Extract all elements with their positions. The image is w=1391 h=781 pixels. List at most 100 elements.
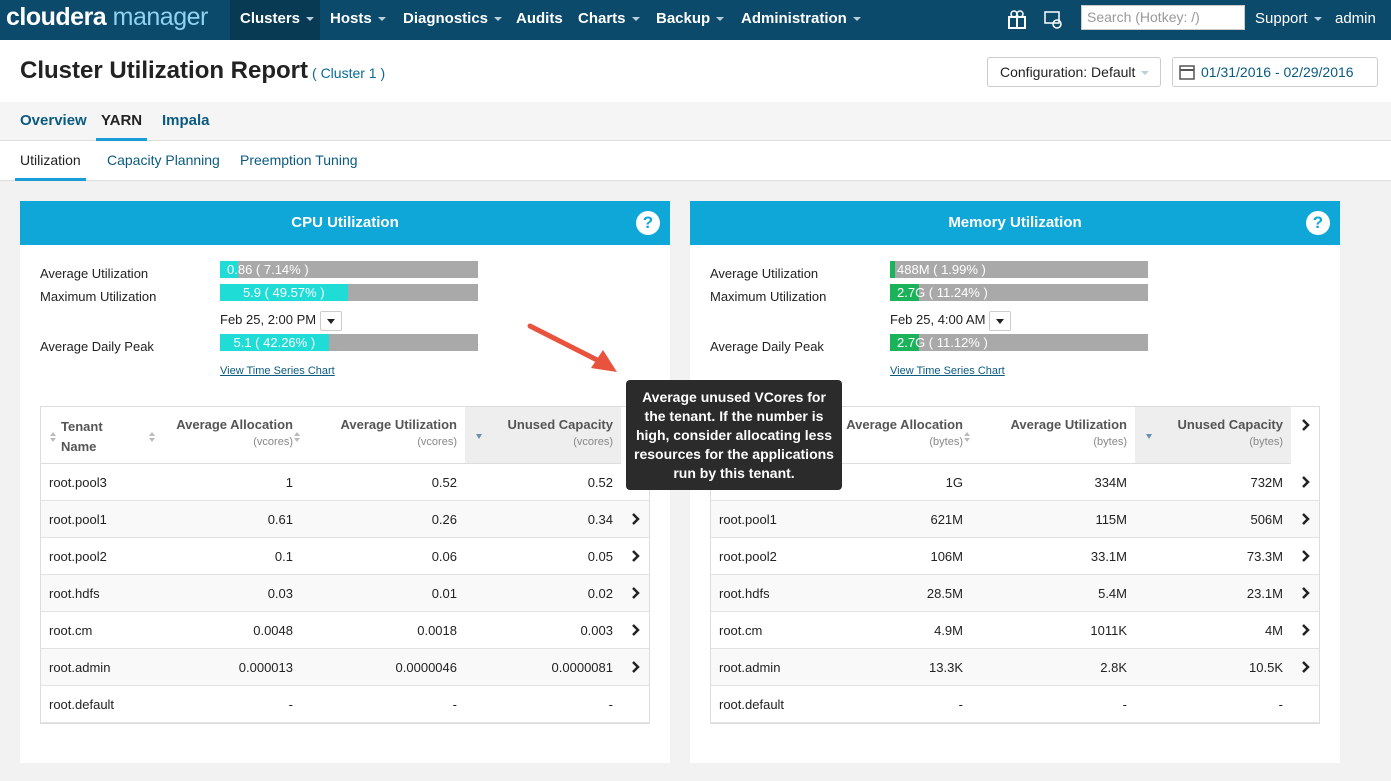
column-unit: (bytes) <box>1093 436 1127 448</box>
cluster-link[interactable]: ( Cluster 1 ) <box>312 65 386 81</box>
table-row: root.default - - - <box>41 686 649 723</box>
table-cell: 0.003 <box>580 623 613 638</box>
metric-bar: 2.7G ( 11.12% ) <box>890 334 1148 351</box>
sort-icon[interactable] <box>49 431 57 443</box>
table-row: root.pool2 0.1 0.06 0.05 <box>41 538 649 575</box>
sort-icon[interactable] <box>293 431 301 443</box>
page-title-wrap: Cluster Utilization Report( Cluster 1 ) <box>20 57 385 85</box>
row-chevron[interactable] <box>631 513 641 525</box>
row-chevron[interactable] <box>631 624 641 636</box>
table-cell: 23.1M <box>1246 586 1283 601</box>
peak-dropdown[interactable] <box>989 310 1012 331</box>
support-menu[interactable]: Support <box>1245 0 1332 40</box>
row-chevron[interactable] <box>1301 419 1311 431</box>
user-menu[interactable]: admin <box>1325 0 1391 40</box>
page-header: Cluster Utilization Report( Cluster 1 ) … <box>0 40 1391 102</box>
metric-bar-label: 2.7G ( 11.24% ) <box>897 285 988 300</box>
sort-icon[interactable] <box>1145 431 1153 443</box>
peak-time: Feb 25, 2:00 PM <box>220 310 343 331</box>
nav-item[interactable]: Clusters <box>230 0 324 40</box>
table-cell: 4M <box>1264 623 1283 638</box>
nav-item[interactable]: Diagnostics <box>393 0 512 40</box>
table-cell: 0.05 <box>587 549 613 564</box>
row-chevron[interactable] <box>631 587 641 599</box>
time-series-link[interactable]: View Time Series Chart <box>220 365 335 377</box>
metric-label: Maximum Utilization <box>40 289 157 304</box>
row-chevron[interactable] <box>1301 476 1311 488</box>
row-chevron[interactable] <box>1301 661 1311 673</box>
top-nav: cloudera manager Search (Hotkey: /) Supp… <box>0 0 1391 40</box>
row-chevron[interactable] <box>1301 550 1311 562</box>
column-unit: (vcores) <box>253 436 293 448</box>
table-row: root.cm 4.9M 1011K 4M <box>711 612 1319 649</box>
search-box[interactable]: Search (Hotkey: /) <box>1081 5 1245 30</box>
metric-bar: 5.1 ( 42.26% ) <box>220 334 478 351</box>
table-cell: 0.000013 <box>238 660 293 675</box>
column-header[interactable]: Unused Capacity (bytes) <box>1135 407 1291 464</box>
date-range[interactable]: 01/31/2016 - 02/29/2016 <box>1172 57 1378 87</box>
brand-product[interactable]: manager <box>112 3 209 31</box>
nav-item[interactable]: Backup <box>646 0 734 40</box>
metric-bar: 5.9 ( 49.57% ) <box>220 284 478 301</box>
nav-item[interactable]: Charts <box>568 0 650 40</box>
row-chevron[interactable] <box>631 550 641 562</box>
tasks-icon[interactable] <box>1043 10 1063 30</box>
column-header[interactable]: Tenant Name <box>41 407 156 464</box>
brand-name[interactable]: cloudera <box>6 3 107 31</box>
row-chevron[interactable] <box>1301 624 1311 636</box>
table-cell: 115M <box>1095 512 1127 527</box>
column-header[interactable]: Average Allocation (vcores) <box>156 407 301 464</box>
config-dropdown[interactable]: Configuration: Default <box>987 57 1161 87</box>
column-header[interactable]: Unused Capacity (vcores) <box>465 407 621 464</box>
row-chevron[interactable] <box>1301 587 1311 599</box>
column-header[interactable]: Average Utilization (vcores) <box>301 407 465 464</box>
table-row: root.pool3 1 0.52 0.52 <box>41 464 649 501</box>
table-row: root.cm 0.0048 0.0018 0.003 <box>41 612 649 649</box>
table-cell: - <box>1122 697 1127 712</box>
subtab[interactable]: Capacity Planning <box>107 152 220 168</box>
table-cell: root.hdfs <box>719 586 770 601</box>
brand[interactable]: cloudera manager <box>6 3 208 32</box>
metric-bar-label: 5.9 ( 49.57% ) <box>242 285 325 300</box>
sort-icon[interactable] <box>963 431 971 443</box>
table-cell: 0.0000046 <box>395 660 457 675</box>
subtab[interactable]: Preemption Tuning <box>240 152 358 168</box>
table-row: root.hdfs 28.5M 5.4M 23.1M <box>711 575 1319 612</box>
panel-title: Memory Utilization <box>948 214 1082 231</box>
table-cell: 33.1M <box>1090 549 1127 564</box>
column-name: Unused Capacity <box>1177 417 1283 432</box>
sort-icon[interactable] <box>475 431 483 443</box>
column-header[interactable]: Average Utilization (bytes) <box>971 407 1135 464</box>
table-cell: 0.1 <box>274 549 293 564</box>
tab[interactable]: Overview <box>20 112 87 129</box>
metric-bar-fill <box>890 261 896 278</box>
table-row: root.hdfs 0.03 0.01 0.02 <box>41 575 649 612</box>
help-icon[interactable]: ? <box>1306 211 1330 235</box>
help-icon[interactable]: ? <box>636 211 660 235</box>
panel-header: Memory Utilization? <box>690 201 1340 245</box>
table-cell: - <box>1278 697 1283 712</box>
nav-item[interactable]: Audits <box>516 10 563 27</box>
table-cell: root.pool1 <box>719 512 777 527</box>
nav-item[interactable]: Hosts <box>320 0 396 40</box>
row-chevron[interactable] <box>631 661 641 673</box>
tab[interactable]: YARN <box>96 102 148 141</box>
peak-dropdown[interactable] <box>320 310 343 331</box>
panel-title: CPU Utilization <box>291 214 399 231</box>
table-cell: 0.0018 <box>417 623 457 638</box>
gift-icon[interactable] <box>1007 10 1027 30</box>
table-row: root.pool2 106M 33.1M 73.3M <box>711 538 1319 575</box>
table-cell: 0.0048 <box>253 623 293 638</box>
nav-item[interactable]: Administration <box>731 0 871 40</box>
tab[interactable]: Impala <box>162 112 210 129</box>
column-name: Average Allocation <box>846 417 963 432</box>
table-cell: 5.4M <box>1098 586 1127 601</box>
row-chevron[interactable] <box>1301 513 1311 525</box>
subtab[interactable]: Utilization <box>15 141 86 181</box>
time-series-link[interactable]: View Time Series Chart <box>890 365 1005 377</box>
table-cell: 0.01 <box>431 586 457 601</box>
sort-icon[interactable] <box>148 431 156 443</box>
column-header[interactable]: Average Allocation (bytes) <box>826 407 971 464</box>
